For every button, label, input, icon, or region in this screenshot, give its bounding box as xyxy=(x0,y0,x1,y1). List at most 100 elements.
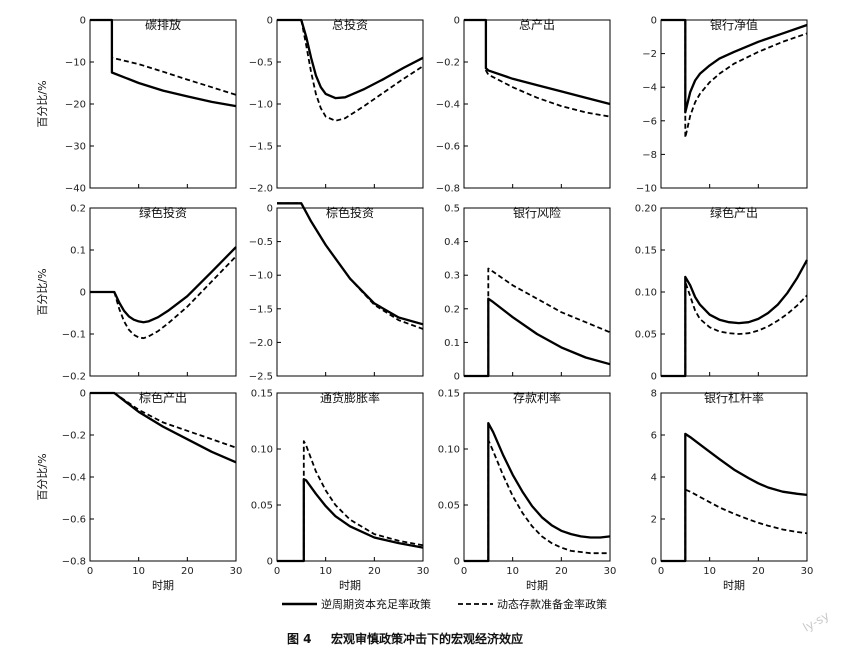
y-tick-label: 0.15 xyxy=(635,246,657,257)
y-tick-label: 0 xyxy=(267,557,273,568)
x-tick-label: 20 xyxy=(555,566,568,577)
y-tick-label: 0.10 xyxy=(635,288,657,299)
x-axis-label: 时期 xyxy=(723,579,745,592)
legend: 逆周期资本充足率政策 动态存款准备金率政策 xyxy=(282,597,607,611)
y-tick-label: 0 xyxy=(454,372,460,383)
plot-frame xyxy=(463,207,611,377)
panel-3: 0 −0.2 −0.4 −0.6 −0.8 总产出 xyxy=(436,16,611,195)
plot-frame xyxy=(660,392,808,562)
x-tick-label: 30 xyxy=(230,566,243,577)
panel-title: 银行风险 xyxy=(513,205,561,220)
plot-frame xyxy=(89,392,237,562)
y-tick-label: 0.10 xyxy=(251,445,273,456)
y-tick-label: −0.5 xyxy=(249,58,273,69)
series-line-solid xyxy=(464,297,611,378)
y-tick-label: 0 xyxy=(651,557,657,568)
y-tick-label: 0 xyxy=(267,204,273,215)
y-tick-label: −0.2 xyxy=(62,431,86,442)
y-tick-label: −0.8 xyxy=(62,557,86,568)
y-tick-label: 0 xyxy=(267,16,273,27)
panel-4: 0 −2 −4 −6 −8 −10 银行净值 xyxy=(636,16,808,195)
watermark-text: ly-sy xyxy=(801,609,832,635)
series-line-solid xyxy=(277,18,424,100)
y-tick-label: −40 xyxy=(65,184,86,195)
y-tick-label: 0.4 xyxy=(444,237,460,248)
y-tick-label: 0.20 xyxy=(635,204,657,215)
x-tick-label: 0 xyxy=(87,566,93,577)
y-tick-label: 4 xyxy=(651,473,657,484)
plot-frame xyxy=(463,392,611,562)
y-tick-label: −2.0 xyxy=(249,184,273,195)
y-tick-label: 0.1 xyxy=(70,246,86,257)
y-tick-label: 2 xyxy=(651,515,657,526)
panel-7: 0.5 0.4 0.3 0.2 0.1 0 银行风险 xyxy=(444,204,611,383)
plot-frame xyxy=(276,392,424,562)
panel-title: 银行净值 xyxy=(710,17,758,32)
x-tick-label: 20 xyxy=(181,566,194,577)
series-line-solid xyxy=(277,478,424,563)
y-tick-label: −0.8 xyxy=(436,184,460,195)
y-tick-label: −1.5 xyxy=(249,304,273,315)
panel-title: 通货膨胀率 xyxy=(320,390,380,405)
y-tick-label: 0 xyxy=(80,288,86,299)
panel-title: 总投资 xyxy=(332,17,368,32)
plot-frame xyxy=(276,207,424,377)
panels-layer: 0−10−20−30−40碳排放百分比/%0−0.5−1.0−1.5−2.0总投… xyxy=(36,16,813,593)
y-tick-label: 0.15 xyxy=(438,389,460,400)
x-axis-label: 时期 xyxy=(526,579,548,592)
y-tick-label: −0.4 xyxy=(436,100,460,111)
x-tick-label: 30 xyxy=(417,566,430,577)
y-tick-label: −4 xyxy=(642,83,657,94)
series-line-solid xyxy=(464,18,611,106)
y-axis-label: 百分比/% xyxy=(36,80,49,127)
y-tick-label: −8 xyxy=(642,150,657,161)
y-tick-label: 0.05 xyxy=(635,330,657,341)
figure-caption-text: 宏观审慎政策冲击下的宏观经济效应 xyxy=(331,631,523,646)
series-line-dashed xyxy=(277,202,424,330)
y-tick-label: −0.6 xyxy=(62,515,86,526)
plot-frame xyxy=(276,19,424,189)
y-tick-label: −0.1 xyxy=(62,330,86,341)
x-tick-label: 10 xyxy=(703,566,716,577)
y-tick-label: −0.4 xyxy=(62,473,86,484)
panel-title: 银行杠杆率 xyxy=(704,390,764,405)
panel-2: 0 −0.5 −1.0 −1.5 −2.0 总投资 xyxy=(249,16,424,195)
y-tick-label: −0.5 xyxy=(249,237,273,248)
legend-label-dashed: 动态存款准备金率政策 xyxy=(497,597,607,611)
panel-title: 存款利率 xyxy=(513,390,561,405)
y-tick-label: 0 xyxy=(80,16,86,27)
series-line-solid xyxy=(661,18,808,114)
y-tick-label: 0 xyxy=(651,16,657,27)
y-tick-label: −0.2 xyxy=(436,58,460,69)
series-line-dashed xyxy=(661,19,808,139)
y-tick-label: 0.10 xyxy=(438,445,460,456)
plot-frame xyxy=(660,19,808,189)
panel-title: 碳排放 xyxy=(145,17,181,32)
y-tick-label: 0.5 xyxy=(444,204,460,215)
y-tick-label: −10 xyxy=(65,58,86,69)
panel-title: 总产出 xyxy=(519,18,555,32)
x-tick-label: 0 xyxy=(274,566,280,577)
y-tick-label: −0.2 xyxy=(62,372,86,383)
y-tick-label: 6 xyxy=(651,431,657,442)
y-tick-label: −1.0 xyxy=(249,271,273,282)
series-line-dashed xyxy=(277,440,424,562)
y-tick-label: 0.3 xyxy=(444,271,460,282)
y-axis-label: 百分比/% xyxy=(36,453,49,500)
x-axis-label: 时期 xyxy=(152,579,174,592)
y-tick-label: 0.2 xyxy=(70,204,86,215)
y-tick-label: −1.5 xyxy=(249,142,273,153)
panel-title: 绿色投资 xyxy=(139,205,187,220)
x-tick-label: 30 xyxy=(801,566,814,577)
panel-title: 棕色产出 xyxy=(139,390,187,405)
series-line-solid xyxy=(661,259,809,378)
x-tick-label: 20 xyxy=(368,566,381,577)
y-axis-label: 百分比/% xyxy=(36,268,49,315)
series-line-dashed xyxy=(464,19,611,118)
series-line-dashed xyxy=(464,439,610,562)
